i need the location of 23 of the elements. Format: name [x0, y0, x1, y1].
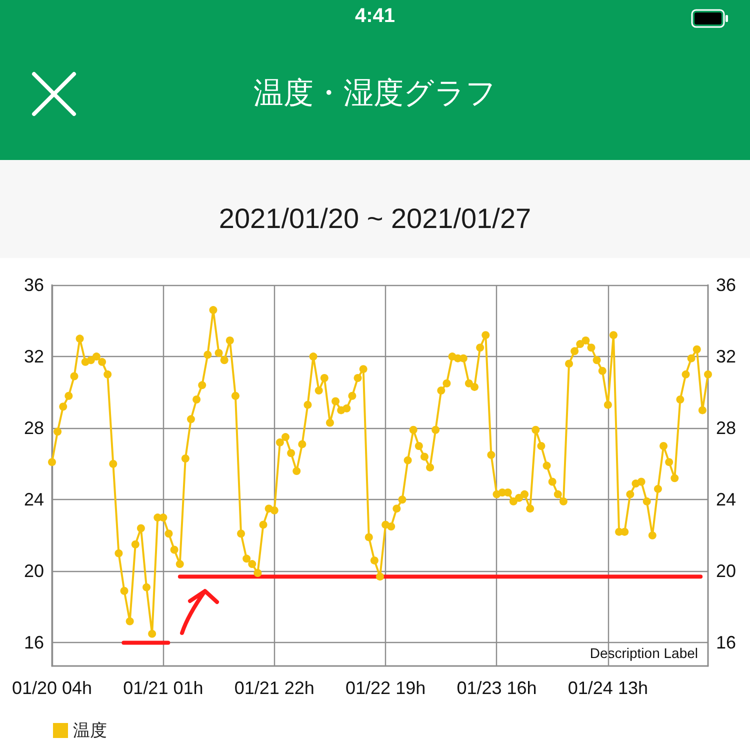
y-tick-label: 28: [24, 418, 44, 438]
x-tick-label: 01/23 16h: [456, 678, 537, 698]
legend-label: 温度: [73, 721, 107, 740]
y2-tick-label: 28: [716, 418, 736, 438]
x-tick-label: 01/22 19h: [346, 678, 426, 698]
y-tick-label: 36: [24, 275, 44, 295]
y2-tick-label: 24: [716, 490, 736, 510]
y-tick-label: 20: [24, 561, 44, 582]
x-tick-label: 01/20 04h: [12, 678, 92, 698]
y2-tick-label: 32: [716, 346, 736, 367]
x-tick-label: 01/24 13h: [568, 678, 648, 698]
y2-tick-label: 16: [716, 632, 736, 653]
y2-tick-label: 36: [716, 275, 736, 295]
y-tick-label: 24: [24, 490, 44, 510]
y-tick-label: 16: [24, 632, 44, 653]
chart-subtitle: 2021/01/20 ~ 2021/01/27: [218, 203, 532, 235]
y-tick-label: 32: [24, 346, 44, 367]
text: 4:41: [354, 5, 396, 28]
annotation: Description Label: [590, 645, 698, 661]
chart-title: 温度・湿度グラフ: [252, 76, 498, 112]
x-tick-label: 01/21 22h: [234, 678, 314, 698]
x-tick-label: 01/21 01h: [123, 678, 204, 698]
y2-tick-label: 20: [716, 561, 736, 582]
